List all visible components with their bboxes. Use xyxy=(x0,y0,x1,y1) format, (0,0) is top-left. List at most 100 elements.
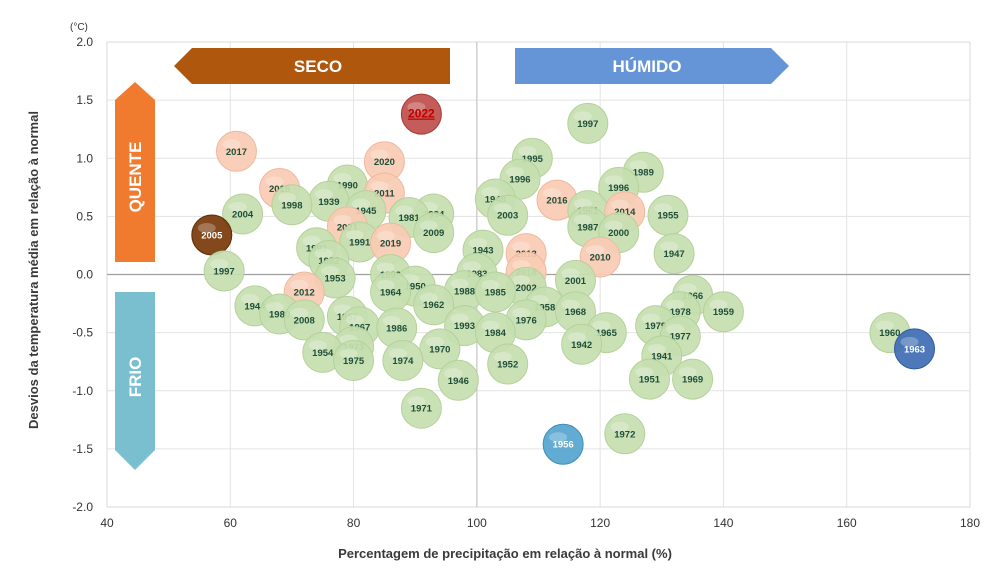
data-point-label: 1963 xyxy=(904,344,925,355)
data-point-highlight xyxy=(197,222,216,233)
data-point: 1984 xyxy=(474,312,516,354)
data-point-label: 1974 xyxy=(392,356,414,367)
data-point-label: 2000 xyxy=(608,228,629,239)
data-point-label: 1988 xyxy=(454,286,475,297)
data-point-label: 1950 xyxy=(405,282,426,293)
data-point-highlight xyxy=(660,241,679,252)
cold-banner-arrow xyxy=(115,292,155,470)
data-point: 2004 xyxy=(222,193,264,235)
y-tick-label: -1.5 xyxy=(72,442,93,456)
data-point-label: 1996 xyxy=(608,183,629,194)
data-point-highlight xyxy=(549,432,568,443)
data-point-bubble xyxy=(437,359,479,401)
data-point-bubble xyxy=(894,328,936,370)
data-point-highlight xyxy=(314,189,333,200)
data-point: 1991 xyxy=(339,221,381,263)
data-point-highlight xyxy=(376,262,395,273)
data-point-label: 1964 xyxy=(380,287,402,298)
data-point: 1986 xyxy=(376,307,418,349)
data-point-highlight xyxy=(339,348,358,359)
data-point-highlight xyxy=(345,314,364,325)
data-point-bubble xyxy=(561,323,603,365)
data-point-highlight xyxy=(666,324,685,335)
data-point-label: 1977 xyxy=(670,332,691,343)
data-point: 2005 xyxy=(191,214,233,256)
data-point-label: 1985 xyxy=(485,287,507,298)
data-point-label: 1968 xyxy=(565,307,586,318)
y-tick-label: 0.5 xyxy=(76,209,93,223)
data-point-bubble xyxy=(400,93,442,135)
data-point-bubble xyxy=(222,193,264,235)
data-point-label: 1979 xyxy=(645,321,666,332)
data-point-label: 1953 xyxy=(325,273,346,284)
data-point-highlight xyxy=(395,205,414,216)
data-point: 2019 xyxy=(370,222,412,264)
dry-banner-label: SECO xyxy=(294,57,342,76)
data-point-highlight xyxy=(481,279,500,290)
data-point-highlight xyxy=(561,268,580,279)
data-point-label: 2016 xyxy=(546,196,567,207)
data-point-highlight xyxy=(222,139,241,150)
data-point-highlight xyxy=(308,340,327,351)
data-point: 1997 xyxy=(567,102,609,144)
y-tick-label: -2.0 xyxy=(72,500,93,514)
data-point-highlight xyxy=(586,245,605,256)
data-point: 1970 xyxy=(419,328,461,370)
data-point-bubble xyxy=(413,212,455,254)
data-point-label: 1995 xyxy=(522,154,544,165)
data-point-label: 1997 xyxy=(577,119,598,130)
data-point-label: 2020 xyxy=(374,157,395,168)
data-point-highlight xyxy=(666,299,685,310)
data-point-highlight xyxy=(678,283,697,294)
data-point-highlight xyxy=(345,229,364,240)
x-tick-label: 160 xyxy=(837,516,857,530)
data-point-bubble xyxy=(400,387,442,429)
data-point: 2009 xyxy=(413,212,455,254)
x-tick-label: 60 xyxy=(224,516,238,530)
data-point-highlight xyxy=(573,198,592,209)
data-point-label: 1987 xyxy=(577,222,598,233)
data-point-label: 2001 xyxy=(565,276,587,287)
data-point-label: 2002 xyxy=(516,283,537,294)
data-point-label: 1943 xyxy=(472,246,493,257)
data-point: 1955 xyxy=(647,194,689,236)
y-unit-label: (°C) xyxy=(70,22,88,33)
data-point-highlight xyxy=(610,421,629,432)
data-point-highlight xyxy=(512,241,531,252)
data-point-bubble xyxy=(271,184,313,226)
data-point: 1971 xyxy=(400,387,442,429)
data-point-highlight xyxy=(518,146,537,157)
data-point: 1997 xyxy=(203,250,245,292)
data-point-bubble xyxy=(672,358,714,400)
data-point-label: 1944 xyxy=(244,301,266,312)
dry-banner-arrow xyxy=(174,48,450,84)
data-point-label: 1976 xyxy=(516,315,537,326)
data-point-label: 2017 xyxy=(226,147,247,158)
data-point-highlight xyxy=(542,188,561,199)
data-point-label: 1947 xyxy=(664,249,685,260)
data-points: 2022199720171995202019891996199020151996… xyxy=(191,93,936,465)
data-point-label: 1959 xyxy=(713,307,734,318)
data-point-label: 1997 xyxy=(214,267,235,278)
axes: 40 60 80 100 120 140 160 180 2.0 1.5 1.0 0.5 0.0 -0.5… xyxy=(72,35,980,530)
data-point-highlight xyxy=(444,368,463,379)
data-point-highlight xyxy=(240,293,259,304)
data-point-highlight xyxy=(573,111,592,122)
data-point-highlight xyxy=(462,261,481,272)
data-point-label: 1960 xyxy=(879,328,900,339)
data-point: 1998 xyxy=(271,184,313,226)
y-tick-label: -1.0 xyxy=(72,384,93,398)
y-tick-label: 1.5 xyxy=(76,93,93,107)
data-point-label: 2010 xyxy=(590,253,611,264)
data-point: 1963 xyxy=(894,328,936,370)
data-point-highlight xyxy=(370,181,389,192)
data-point-bubble xyxy=(413,284,455,326)
data-point-label: 1972 xyxy=(614,429,635,440)
data-point-highlight xyxy=(290,307,309,318)
hot-banner-arrow xyxy=(115,82,155,262)
x-tick-label: 100 xyxy=(467,516,487,530)
data-point-highlight xyxy=(493,203,512,214)
data-point-highlight xyxy=(653,203,672,214)
data-point-highlight xyxy=(333,214,352,225)
data-point-highlight xyxy=(604,220,623,231)
